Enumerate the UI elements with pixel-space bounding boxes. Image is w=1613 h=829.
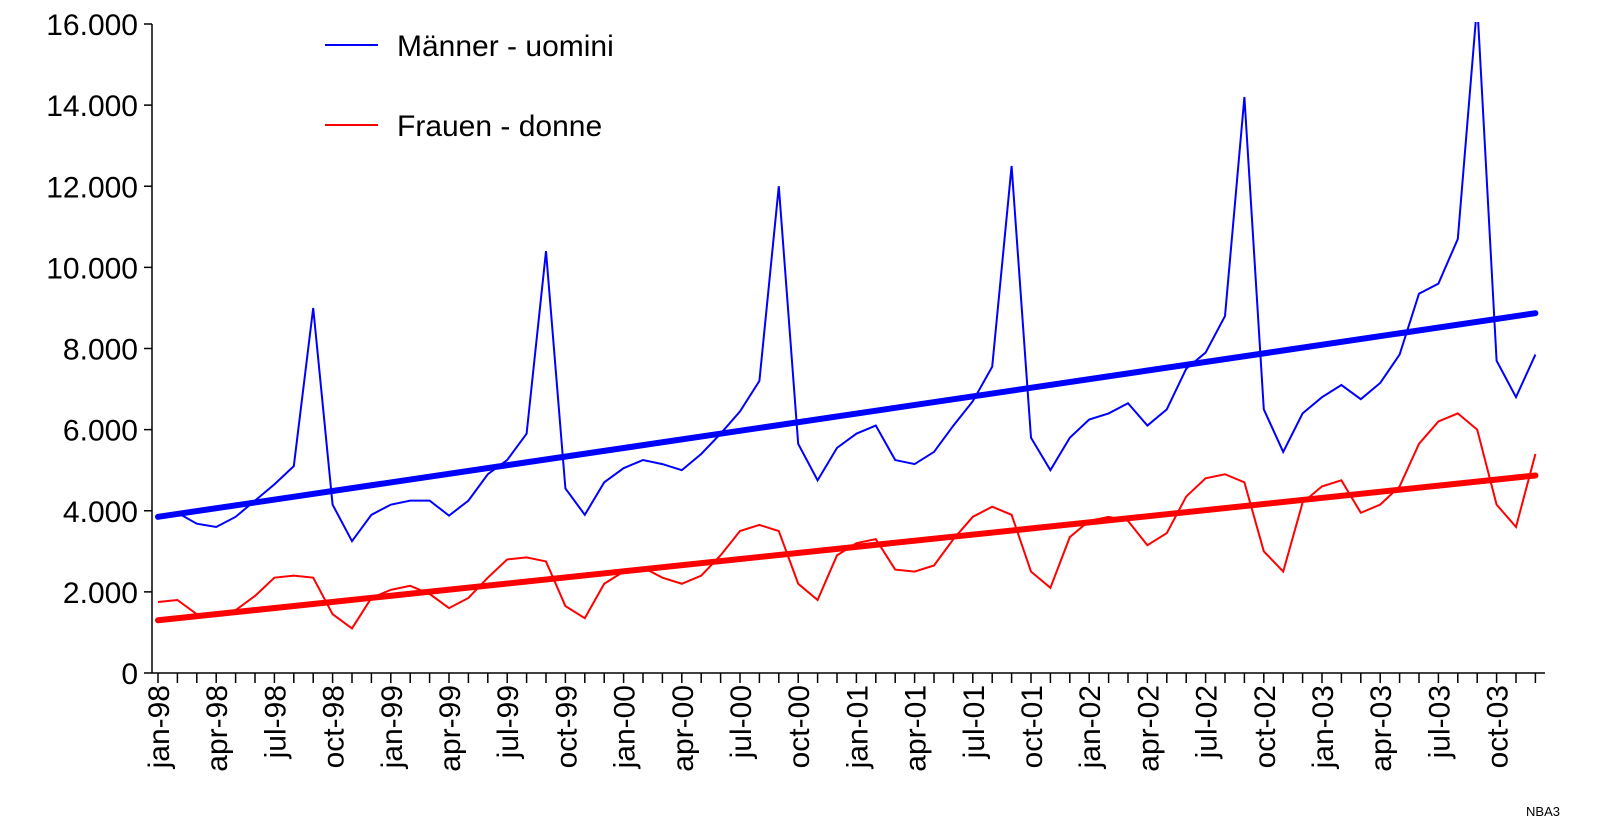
y-tick-label: 0 xyxy=(121,658,138,691)
x-tick-label: jan-01 xyxy=(841,685,874,769)
x-tick-label: jul-98 xyxy=(259,685,292,759)
x-tick-label: jul-03 xyxy=(1423,685,1456,759)
trend-line xyxy=(155,472,1539,624)
x-tick-label: jan-99 xyxy=(376,685,409,769)
y-tick-label: 14.000 xyxy=(46,90,138,123)
x-tick-label: jul-01 xyxy=(958,685,991,759)
x-tick-label: oct-01 xyxy=(1016,685,1049,768)
x-tick-label: jan-98 xyxy=(143,685,176,769)
x-tick-label: oct-00 xyxy=(783,685,816,768)
legend-label: Frauen - donne xyxy=(397,110,602,143)
x-tick-label: apr-01 xyxy=(900,685,933,772)
x-tick-label: apr-00 xyxy=(667,685,700,772)
x-tick-label: oct-98 xyxy=(318,685,351,768)
x-tick-label: jan-03 xyxy=(1307,685,1340,769)
trend-line xyxy=(155,310,1539,520)
x-tick-label: apr-98 xyxy=(201,685,234,772)
y-tick-label: 2.000 xyxy=(63,577,138,610)
x-tick-label: oct-03 xyxy=(1482,685,1515,768)
x-tick-label: jul-99 xyxy=(492,685,525,759)
y-tick-label: 10.000 xyxy=(46,252,138,285)
y-tick-label: 8.000 xyxy=(63,334,138,367)
x-tick-label: oct-02 xyxy=(1249,685,1282,768)
y-tick-label: 6.000 xyxy=(63,415,138,448)
x-tick-label: oct-99 xyxy=(550,685,583,768)
x-tick-label: jan-02 xyxy=(1074,685,1107,769)
x-tick-label: jan-00 xyxy=(609,685,642,769)
series-line xyxy=(157,22,1537,544)
y-tick-label: 16.000 xyxy=(46,9,138,42)
plot-area xyxy=(155,22,1539,630)
y-tick-label: 4.000 xyxy=(63,496,138,529)
source-note: NBA3 xyxy=(1526,804,1560,819)
x-tick-label: apr-03 xyxy=(1365,685,1398,772)
legend-label: Männer - uomini xyxy=(397,30,614,63)
y-tick-label: 12.000 xyxy=(46,171,138,204)
x-tick-label: apr-02 xyxy=(1132,685,1165,772)
x-tick-label: jul-02 xyxy=(1191,685,1224,759)
x-tick-label: jul-00 xyxy=(725,685,758,759)
x-tick-label: apr-99 xyxy=(434,685,467,772)
